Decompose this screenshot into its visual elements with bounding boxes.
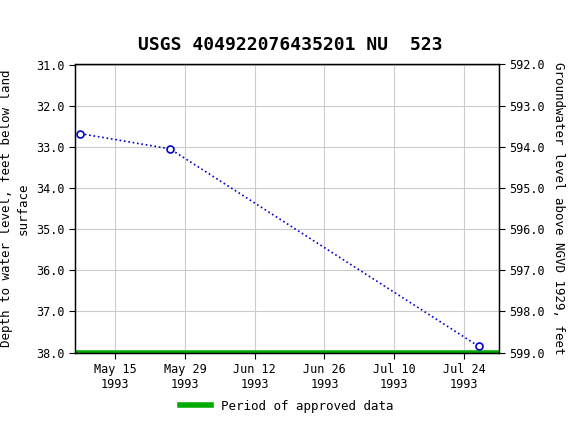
Y-axis label: Groundwater level above NGVD 1929, feet: Groundwater level above NGVD 1929, feet — [552, 62, 565, 355]
Text: ▒USGS: ▒USGS — [12, 6, 66, 27]
Text: USGS 404922076435201 NU  523: USGS 404922076435201 NU 523 — [138, 36, 442, 54]
Legend: Period of approved data: Period of approved data — [175, 395, 399, 418]
Y-axis label: Depth to water level, feet below land
surface: Depth to water level, feet below land su… — [0, 70, 30, 347]
